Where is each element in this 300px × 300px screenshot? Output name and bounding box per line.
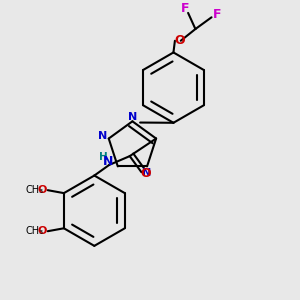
Text: CH₃: CH₃	[26, 226, 44, 236]
Text: N: N	[103, 155, 113, 169]
Text: H: H	[99, 152, 108, 162]
Text: F: F	[213, 8, 222, 21]
Text: N: N	[98, 131, 107, 141]
Text: O: O	[38, 226, 47, 236]
Text: CH₃: CH₃	[26, 185, 44, 195]
Text: N: N	[142, 168, 152, 178]
Text: O: O	[174, 34, 184, 47]
Text: N: N	[128, 112, 137, 122]
Text: O: O	[38, 185, 47, 195]
Text: O: O	[140, 167, 151, 180]
Text: F: F	[181, 2, 189, 15]
